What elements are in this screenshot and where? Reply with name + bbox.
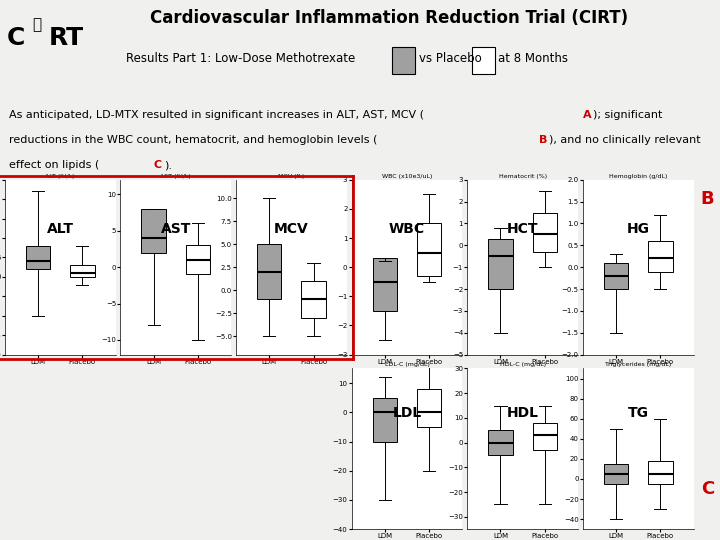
- PathPatch shape: [604, 263, 629, 289]
- Text: Cardiovascular Inflammation Reduction Trial (CIRT): Cardiovascular Inflammation Reduction Tr…: [150, 10, 628, 28]
- Text: TG: TG: [628, 407, 649, 421]
- PathPatch shape: [141, 209, 166, 253]
- PathPatch shape: [488, 239, 513, 289]
- Text: ); significant: ); significant: [593, 110, 662, 120]
- Text: A: A: [583, 110, 592, 120]
- Text: LDL: LDL: [392, 407, 422, 421]
- Text: C: C: [154, 160, 162, 171]
- Title: AST (IU/L): AST (IU/L): [161, 174, 192, 179]
- PathPatch shape: [648, 461, 672, 484]
- Text: effect on lipids (: effect on lipids (: [9, 160, 99, 171]
- Text: RT: RT: [49, 26, 84, 50]
- PathPatch shape: [26, 246, 50, 269]
- PathPatch shape: [533, 213, 557, 252]
- Text: B: B: [539, 135, 548, 145]
- PathPatch shape: [604, 464, 629, 484]
- PathPatch shape: [302, 281, 325, 318]
- Text: AST: AST: [161, 222, 191, 236]
- Text: MCV: MCV: [274, 222, 309, 236]
- PathPatch shape: [648, 241, 672, 272]
- PathPatch shape: [417, 389, 441, 427]
- Text: Results Part 1: Low-Dose Methotrexate: Results Part 1: Low-Dose Methotrexate: [126, 52, 355, 65]
- PathPatch shape: [373, 397, 397, 442]
- Text: WBC: WBC: [389, 222, 425, 236]
- Title: ALT (IU/L): ALT (IU/L): [45, 174, 75, 179]
- Title: Hematocrit (%): Hematocrit (%): [498, 174, 546, 179]
- Text: at 8 Months: at 8 Months: [498, 52, 568, 65]
- Text: As anticipated, LD-MTX resulted in significant increases in ALT, AST, MCV (: As anticipated, LD-MTX resulted in signi…: [9, 110, 423, 120]
- PathPatch shape: [417, 224, 441, 276]
- FancyBboxPatch shape: [472, 47, 495, 73]
- PathPatch shape: [533, 423, 557, 450]
- Text: ).: ).: [164, 160, 172, 171]
- Text: HCT: HCT: [507, 222, 539, 236]
- Text: ALT: ALT: [47, 222, 73, 236]
- PathPatch shape: [373, 259, 397, 311]
- Text: reductions in the WBC count, hematocrit, and hemoglobin levels (: reductions in the WBC count, hematocrit,…: [9, 135, 377, 145]
- Title: Hemoglobin (g/dL): Hemoglobin (g/dL): [609, 174, 667, 179]
- Text: B: B: [701, 190, 714, 208]
- Title: LDL-C (mg/dL): LDL-C (mg/dL): [384, 362, 429, 367]
- Title: Triglycerides (mg/dL): Triglycerides (mg/dL): [605, 362, 671, 367]
- Text: 🔥: 🔥: [32, 17, 42, 32]
- Title: WBC (x10e3/uL): WBC (x10e3/uL): [382, 174, 432, 179]
- PathPatch shape: [488, 430, 513, 455]
- Title: HDL-C (mg/dL): HDL-C (mg/dL): [500, 362, 546, 367]
- PathPatch shape: [70, 265, 94, 277]
- Text: vs Placebo: vs Placebo: [419, 52, 482, 65]
- Text: HG: HG: [626, 222, 649, 236]
- Title: MCV (fL): MCV (fL): [278, 174, 305, 179]
- Text: C: C: [7, 26, 26, 50]
- PathPatch shape: [257, 244, 282, 299]
- FancyBboxPatch shape: [392, 47, 415, 73]
- PathPatch shape: [186, 245, 210, 274]
- Text: C: C: [701, 480, 714, 498]
- Text: HDL: HDL: [507, 407, 539, 421]
- Text: ), and no clinically relevant: ), and no clinically relevant: [549, 135, 701, 145]
